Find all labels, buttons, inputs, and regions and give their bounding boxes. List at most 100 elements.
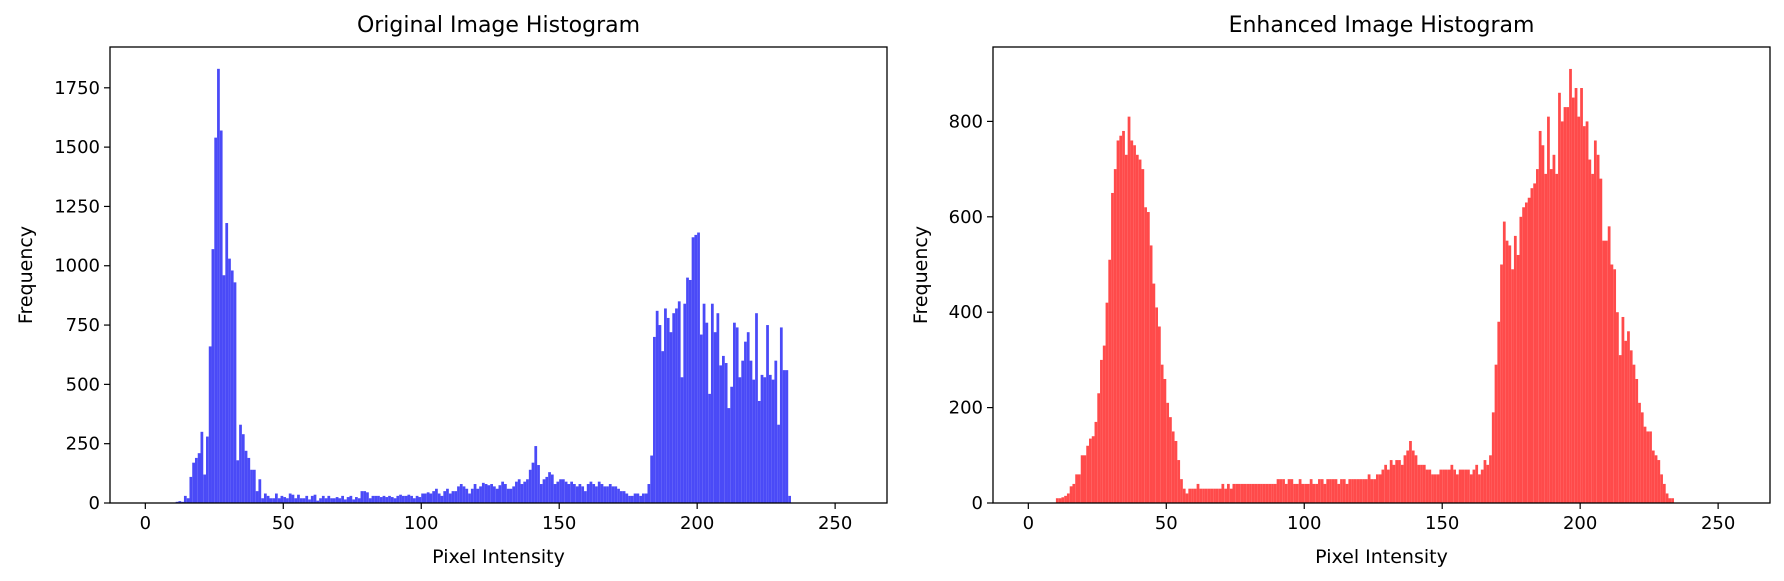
histogram-bar	[785, 370, 789, 503]
histogram-bar	[341, 495, 344, 503]
histogram-bar	[647, 484, 651, 503]
histogram-bar	[1273, 483, 1277, 503]
histogram-bar	[1464, 469, 1468, 503]
histogram-bar	[1086, 445, 1090, 503]
histogram-bar	[1301, 483, 1305, 503]
histogram-bar	[617, 488, 620, 503]
histogram-bar	[1649, 431, 1652, 503]
histogram-bar	[1224, 488, 1227, 503]
histogram-bar	[1395, 460, 1399, 503]
histogram-bar	[716, 313, 720, 503]
histogram-bar	[1146, 212, 1150, 504]
histogram-bar	[327, 495, 331, 503]
histogram-bar	[1262, 483, 1266, 503]
histogram-bar	[178, 501, 182, 503]
histogram-bar	[214, 137, 218, 503]
histogram-bar	[661, 351, 665, 503]
histogram-bar	[1508, 245, 1512, 503]
histogram-bar	[1657, 460, 1661, 503]
histogram-bar	[1323, 483, 1327, 503]
histogram-bar	[611, 486, 615, 503]
histogram-bar	[1268, 483, 1272, 503]
histogram-bar	[1582, 126, 1586, 504]
histogram-bar	[1524, 202, 1528, 503]
histogram-bar	[1202, 488, 1205, 503]
histogram-bar	[377, 495, 380, 503]
histogram-bar	[606, 486, 609, 503]
histogram-bar	[777, 424, 780, 503]
histogram-bar	[498, 485, 502, 503]
histogram-bar	[1596, 154, 1600, 504]
histogram-bar	[1265, 483, 1269, 503]
histogram-bar	[355, 497, 358, 503]
histogram-bar	[368, 498, 372, 503]
histogram-bar	[760, 374, 764, 503]
y-tick-label: 800	[949, 111, 983, 132]
histogram-bar	[404, 495, 408, 503]
histogram-bar	[1295, 483, 1299, 503]
histogram-bar	[1599, 178, 1603, 503]
histogram-bar	[1169, 417, 1172, 503]
histogram-bar	[219, 130, 223, 503]
histogram-bar	[1331, 479, 1335, 503]
histogram-bar	[1580, 88, 1583, 504]
x-axis-label: Pixel Intensity	[1315, 546, 1448, 568]
histogram-bar	[1069, 486, 1073, 503]
histogram-bar	[1364, 479, 1368, 503]
histogram-bar	[465, 488, 469, 503]
histogram-bar	[410, 495, 413, 503]
histogram-bar	[768, 374, 772, 503]
histogram-bar	[1130, 140, 1134, 504]
histogram-bar	[1392, 464, 1396, 503]
histogram-bar	[686, 277, 689, 503]
histogram-bar	[573, 484, 576, 503]
histogram-bar	[1422, 464, 1426, 503]
histogram-bar	[600, 484, 604, 503]
histogram-bar	[241, 434, 245, 503]
histogram-bar	[451, 491, 455, 503]
histogram-bar	[448, 493, 452, 503]
histogram-bar	[1083, 455, 1087, 503]
histogram-bar	[539, 484, 543, 503]
histogram-bar	[1439, 469, 1443, 503]
histogram-bar	[658, 325, 662, 503]
histogram-bar	[1433, 474, 1437, 503]
histogram-bar	[584, 491, 587, 503]
histogram-bar	[1329, 479, 1332, 503]
histogram-bar	[1538, 130, 1542, 503]
histogram-bar	[550, 474, 554, 503]
histogram-bar	[1478, 474, 1481, 503]
histogram-bar	[774, 360, 778, 503]
histogram-bar	[1574, 88, 1578, 504]
enhanced-histogram-panel: Enhanced Image Histogram 0 50 100 150 200 250…	[910, 13, 1771, 568]
y-tick-label: 500	[66, 374, 100, 395]
histogram-bar	[1246, 483, 1250, 503]
histogram-bar	[1569, 68, 1572, 503]
original-histogram-panel: Original Image Histogram 0 50 100 150 200 250…	[15, 13, 888, 568]
histogram-bar	[691, 237, 695, 503]
histogram-bar	[189, 476, 193, 503]
histogram-bar	[1113, 169, 1117, 504]
histogram-bar	[203, 474, 207, 503]
histogram-bar	[1058, 498, 1062, 503]
histogram-bar	[1282, 479, 1285, 503]
histogram-bar	[200, 431, 204, 503]
histogram-bar	[1389, 460, 1393, 503]
histogram-bar	[556, 481, 560, 503]
histogram-bar	[1105, 302, 1109, 503]
histogram-bar	[1497, 321, 1501, 503]
histogram-bar	[1298, 479, 1302, 503]
histogram-bar	[537, 465, 540, 503]
histogram-bar	[1284, 483, 1288, 503]
histogram-bar	[222, 275, 226, 503]
histogram-bar	[269, 498, 273, 503]
histogram-bar	[608, 484, 612, 503]
histogram-bar	[1461, 469, 1465, 503]
histogram-bar	[1577, 116, 1581, 503]
histogram-bar	[252, 469, 256, 503]
histogram-bar	[735, 327, 739, 503]
histogram-bar	[476, 488, 480, 503]
histogram-bar	[426, 492, 430, 503]
histogram-bar	[1387, 469, 1390, 503]
histogram-bar	[1072, 483, 1076, 503]
